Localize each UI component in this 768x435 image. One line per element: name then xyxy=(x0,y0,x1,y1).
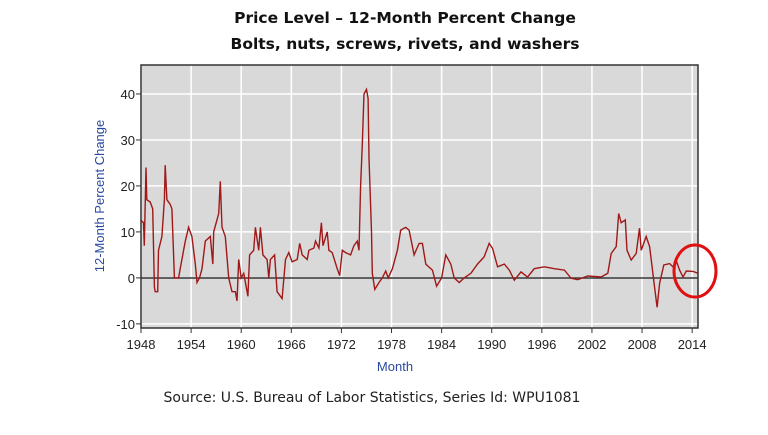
y-tick-label: 20 xyxy=(121,179,135,194)
chart-subtitle: Bolts, nuts, screws, rivets, and washers xyxy=(231,35,580,53)
x-axis-label: Month xyxy=(377,359,413,374)
x-tick-label: 2014 xyxy=(678,337,707,352)
x-tick-label: 1966 xyxy=(277,337,306,352)
x-tick-label: 2002 xyxy=(577,337,606,352)
x-axis: 1948 1954 1960 1966 1972 1978 1984 1990 1996 2002… xyxy=(127,328,707,352)
y-tick-label: -10 xyxy=(116,317,135,332)
y-tick-label: 10 xyxy=(121,225,135,240)
x-tick-label: 1978 xyxy=(377,337,406,352)
y-tick-label: 40 xyxy=(121,87,135,102)
y-axis-label: 12-Month Percent Change xyxy=(92,120,107,272)
x-tick-label: 1948 xyxy=(127,337,156,352)
x-tick-label: 2008 xyxy=(628,337,657,352)
x-tick-label: 1954 xyxy=(177,337,206,352)
x-tick-label: 1972 xyxy=(327,337,356,352)
x-tick-label: 1984 xyxy=(427,337,456,352)
x-tick-label: 1960 xyxy=(227,337,256,352)
source-note: Source: U.S. Bureau of Labor Statistics,… xyxy=(164,390,581,406)
y-tick-label: 30 xyxy=(121,133,135,148)
y-axis: -10 0 10 20 30 40 xyxy=(116,87,141,332)
plot-area xyxy=(141,65,698,328)
series-line xyxy=(140,87,699,308)
x-tick-label: 1996 xyxy=(527,337,556,352)
x-tick-label: 1990 xyxy=(477,337,506,352)
plot-frame xyxy=(140,64,699,329)
chart-title: Price Level – 12-Month Percent Change xyxy=(234,9,576,27)
highlight-circle xyxy=(672,243,718,299)
y-tick-label: 0 xyxy=(128,271,135,286)
